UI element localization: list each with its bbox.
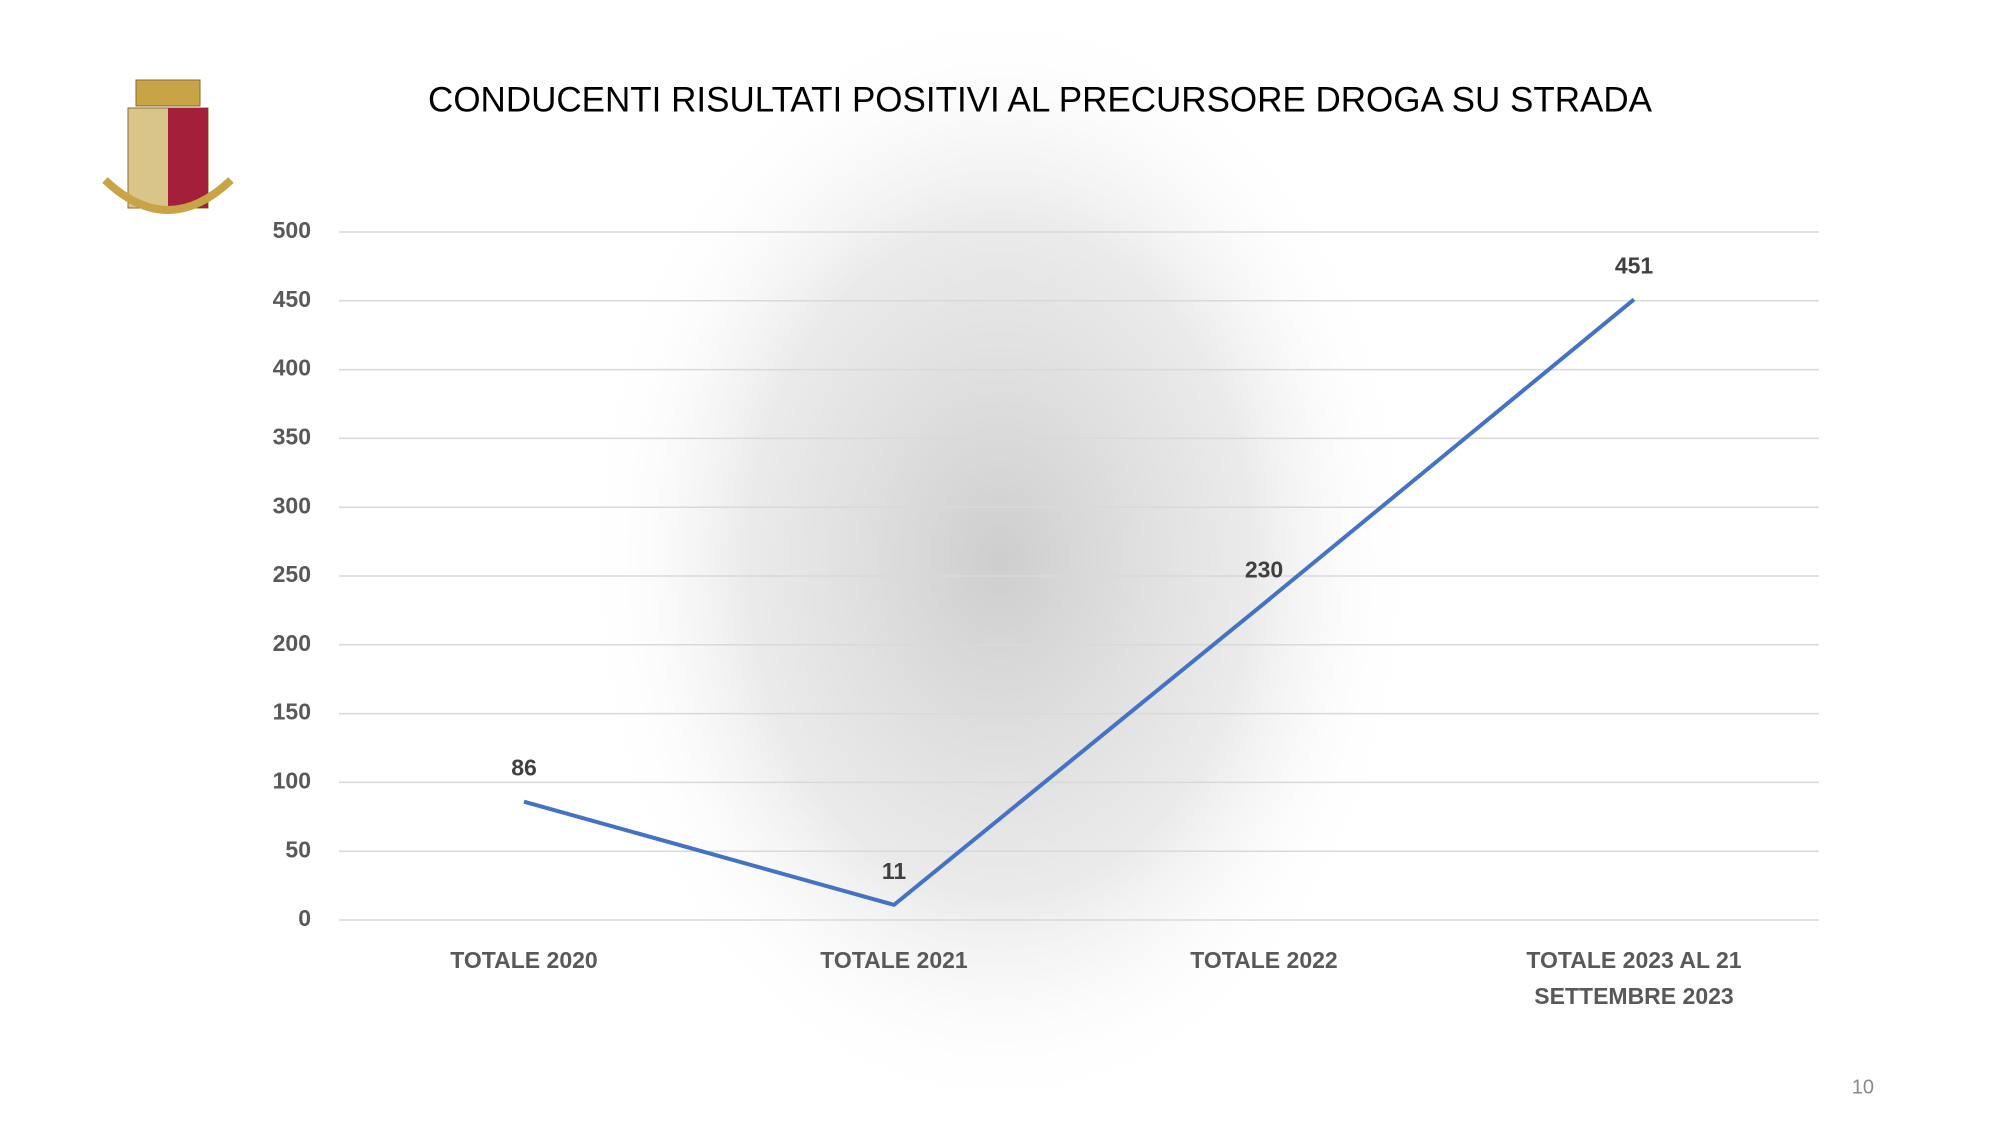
y-tick-label: 350: [273, 423, 311, 449]
data-label: 451: [1615, 253, 1654, 279]
y-tick-label: 100: [273, 767, 311, 793]
x-tick-label: TOTALE 2021: [820, 947, 968, 973]
y-tick-label: 450: [273, 286, 311, 312]
x-tick-label: TOTALE 2020: [450, 947, 598, 973]
logo: [102, 79, 234, 214]
y-tick-label: 250: [273, 561, 311, 587]
y-tick-label: 500: [273, 217, 311, 243]
data-label: 86: [511, 755, 537, 781]
x-tick-label: TOTALE 2023 AL 21 SETTEMBRE 2023: [1526, 947, 1742, 1009]
y-tick-label: 400: [273, 355, 311, 381]
background-photo: [580, 0, 1420, 1120]
line: [523, 297, 1636, 907]
y-tick-label: 0: [298, 905, 311, 931]
y-tick-label: 150: [273, 699, 311, 725]
y-tick-label: 300: [273, 492, 311, 518]
data-label: 230: [1245, 557, 1283, 583]
data-label: 11: [882, 858, 907, 884]
y-tick-label: 50: [285, 836, 311, 862]
chart-title: CONDUCENTI RISULTATI POSITIVI AL PRECURS…: [428, 80, 1653, 119]
x-tick-label: TOTALE 2022: [1190, 947, 1338, 973]
y-tick-label: 200: [273, 630, 311, 656]
page-number: 10: [1852, 1076, 1874, 1098]
